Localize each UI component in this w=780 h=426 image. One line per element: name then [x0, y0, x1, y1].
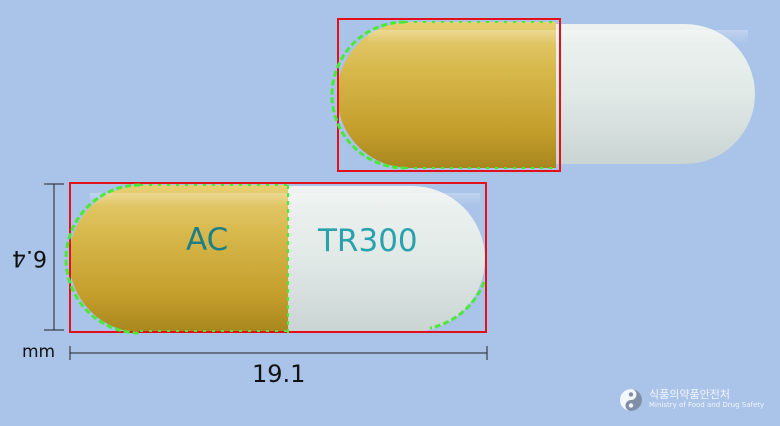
- logo-english-text: Ministry of Food and Drug Safety: [649, 401, 765, 409]
- unit-label: mm: [22, 342, 56, 362]
- imprint-tr300: TR300: [318, 223, 418, 259]
- capsule-back-bounding-box: [337, 18, 561, 172]
- mfds-emblem-icon: [620, 389, 642, 411]
- mfds-logo: 식품의약품안전처 Ministry of Food and Drug Safet…: [619, 386, 764, 416]
- dimension-lines: [44, 183, 488, 360]
- width-label: 6.4: [12, 245, 47, 270]
- length-label: 19.1: [252, 360, 306, 388]
- imprint-ac: AC: [186, 222, 229, 258]
- capsule-front-outline: [64, 183, 141, 335]
- capsule-front: [64, 182, 487, 335]
- logo-korean-text: 식품의약품안전처: [649, 388, 730, 401]
- capsule-back: [330, 18, 755, 172]
